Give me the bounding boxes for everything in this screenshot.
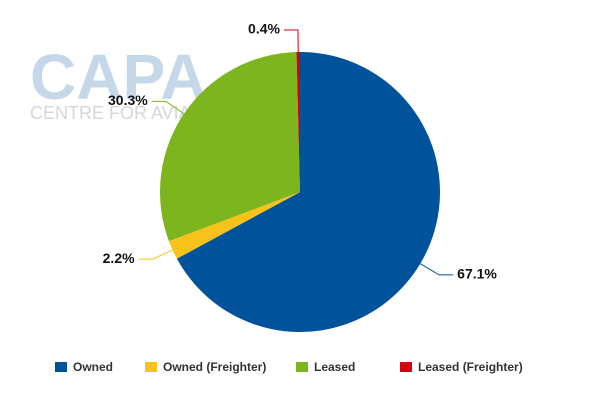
legend-label: Leased [314,360,355,374]
legend-label: Leased (Freighter) [418,360,523,374]
pie-slice [296,52,300,192]
legend-swatch [145,362,157,372]
legend-label: Owned (Freighter) [163,360,266,374]
leader-line [420,263,454,276]
legend-swatch [55,362,67,372]
pie-slice [176,52,440,332]
legend-swatch [400,362,412,372]
leader-line [151,100,185,115]
legend-label: Owned [73,360,113,374]
data-label: 67.1% [457,266,497,282]
legend-swatch [296,362,308,372]
pie-slice [168,192,300,259]
pie-slice [160,52,300,242]
watermark-title: CAPA [30,41,207,113]
data-label: 2.2% [103,250,135,266]
data-label: 30.3% [108,92,148,108]
leader-line [138,249,173,260]
leader-line [283,29,299,53]
data-label: 0.4% [248,21,280,37]
